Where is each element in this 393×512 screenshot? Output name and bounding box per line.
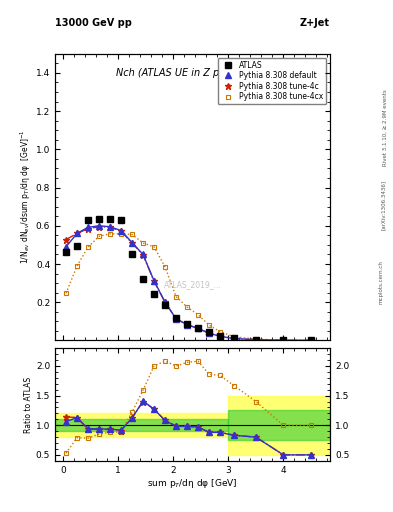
Text: ATLAS_2019_...: ATLAS_2019_... bbox=[164, 280, 221, 289]
Pythia 8.308 default bbox=[218, 333, 222, 339]
Pythia 8.308 tune-4cx bbox=[253, 336, 258, 342]
ATLAS bbox=[309, 337, 313, 344]
Pythia 8.308 tune-4cx bbox=[141, 240, 145, 246]
Line: ATLAS: ATLAS bbox=[63, 216, 314, 344]
Pythia 8.308 tune-4c bbox=[174, 315, 178, 322]
ATLAS bbox=[185, 321, 189, 327]
ATLAS bbox=[281, 337, 286, 343]
Pythia 8.308 default bbox=[152, 278, 156, 284]
Pythia 8.308 tune-4c bbox=[281, 337, 286, 344]
Pythia 8.308 tune-4cx bbox=[309, 337, 313, 344]
Pythia 8.308 tune-4cx bbox=[119, 231, 123, 237]
Pythia 8.308 default bbox=[130, 240, 134, 246]
ATLAS bbox=[97, 216, 101, 222]
Pythia 8.308 tune-4c bbox=[253, 337, 258, 343]
Y-axis label: Ratio to ATLAS: Ratio to ATLAS bbox=[24, 376, 33, 433]
Pythia 8.308 tune-4c bbox=[86, 226, 90, 232]
Pythia 8.308 tune-4cx bbox=[152, 244, 156, 250]
Text: Nch (ATLAS UE in Z production): Nch (ATLAS UE in Z production) bbox=[116, 68, 269, 78]
Pythia 8.308 tune-4cx bbox=[97, 233, 101, 240]
Pythia 8.308 tune-4c bbox=[64, 237, 68, 243]
Pythia 8.308 default bbox=[281, 337, 286, 344]
ATLAS bbox=[253, 336, 258, 343]
Pythia 8.308 tune-4c bbox=[218, 333, 222, 339]
Line: Pythia 8.308 default: Pythia 8.308 default bbox=[63, 223, 314, 343]
ATLAS bbox=[64, 249, 68, 255]
Pythia 8.308 tune-4cx bbox=[174, 293, 178, 300]
Pythia 8.308 tune-4c bbox=[75, 230, 79, 237]
ATLAS bbox=[141, 276, 145, 283]
Pythia 8.308 tune-4cx bbox=[281, 337, 286, 343]
ATLAS bbox=[119, 218, 123, 224]
Pythia 8.308 tune-4c bbox=[185, 322, 189, 328]
Pythia 8.308 tune-4c bbox=[141, 252, 145, 258]
Text: mcplots.cern.ch: mcplots.cern.ch bbox=[379, 260, 384, 304]
Line: Pythia 8.308 tune-4cx: Pythia 8.308 tune-4cx bbox=[64, 231, 313, 343]
ATLAS bbox=[207, 329, 211, 335]
Pythia 8.308 default bbox=[141, 251, 145, 258]
Pythia 8.308 default bbox=[253, 337, 258, 343]
ATLAS bbox=[86, 218, 90, 224]
Text: [arXiv:1306.3436]: [arXiv:1306.3436] bbox=[381, 180, 386, 230]
Pythia 8.308 tune-4cx bbox=[163, 264, 167, 270]
Pythia 8.308 tune-4c bbox=[108, 224, 112, 230]
Pythia 8.308 default bbox=[86, 224, 90, 230]
Pythia 8.308 tune-4c bbox=[97, 224, 101, 230]
Pythia 8.308 tune-4cx bbox=[108, 231, 112, 237]
Pythia 8.308 default bbox=[64, 244, 68, 250]
Pythia 8.308 tune-4cx bbox=[196, 312, 200, 318]
Pythia 8.308 default bbox=[309, 337, 313, 344]
ATLAS bbox=[231, 335, 236, 342]
Pythia 8.308 default bbox=[207, 330, 211, 336]
Text: Z+Jet: Z+Jet bbox=[300, 18, 330, 28]
ATLAS bbox=[152, 291, 156, 297]
Pythia 8.308 tune-4c bbox=[231, 335, 236, 342]
Pythia 8.308 tune-4c bbox=[309, 337, 313, 344]
Pythia 8.308 tune-4cx bbox=[86, 244, 90, 250]
Pythia 8.308 tune-4cx bbox=[218, 329, 222, 335]
ATLAS bbox=[130, 250, 134, 257]
ATLAS bbox=[108, 216, 112, 222]
Pythia 8.308 tune-4c bbox=[119, 228, 123, 234]
Text: Rivet 3.1.10, ≥ 2.9M events: Rivet 3.1.10, ≥ 2.9M events bbox=[383, 90, 387, 166]
Pythia 8.308 tune-4cx bbox=[75, 263, 79, 269]
Pythia 8.308 tune-4cx bbox=[207, 322, 211, 328]
Pythia 8.308 tune-4cx bbox=[64, 290, 68, 296]
Pythia 8.308 tune-4cx bbox=[185, 304, 189, 310]
Line: Pythia 8.308 tune-4c: Pythia 8.308 tune-4c bbox=[62, 223, 314, 344]
Pythia 8.308 default bbox=[75, 230, 79, 237]
ATLAS bbox=[174, 315, 178, 322]
Pythia 8.308 default bbox=[174, 316, 178, 322]
Pythia 8.308 default bbox=[97, 223, 101, 229]
Pythia 8.308 default bbox=[196, 325, 200, 331]
Legend: ATLAS, Pythia 8.308 default, Pythia 8.308 tune-4c, Pythia 8.308 tune-4cx: ATLAS, Pythia 8.308 default, Pythia 8.30… bbox=[218, 57, 326, 104]
Pythia 8.308 default bbox=[119, 227, 123, 233]
Pythia 8.308 tune-4c bbox=[163, 299, 167, 305]
X-axis label: sum p$_T$/dη dφ [GeV]: sum p$_T$/dη dφ [GeV] bbox=[147, 477, 238, 490]
Pythia 8.308 default bbox=[185, 322, 189, 328]
Pythia 8.308 tune-4c bbox=[130, 240, 134, 246]
Pythia 8.308 tune-4cx bbox=[231, 334, 236, 340]
ATLAS bbox=[163, 302, 167, 308]
ATLAS bbox=[75, 243, 79, 249]
Pythia 8.308 tune-4c bbox=[196, 325, 200, 331]
Pythia 8.308 default bbox=[231, 335, 236, 342]
Pythia 8.308 default bbox=[108, 224, 112, 230]
ATLAS bbox=[196, 325, 200, 331]
Pythia 8.308 default bbox=[163, 299, 167, 305]
Y-axis label: 1/N$_{ev}$ dN$_{ev}$/dsum p$_T$/dη dφ  [GeV]$^{-1}$: 1/N$_{ev}$ dN$_{ev}$/dsum p$_T$/dη dφ [G… bbox=[18, 130, 33, 265]
Pythia 8.308 tune-4c bbox=[207, 330, 211, 336]
ATLAS bbox=[218, 333, 222, 339]
Pythia 8.308 tune-4c bbox=[152, 278, 156, 284]
Pythia 8.308 tune-4cx bbox=[130, 231, 134, 238]
Text: 13000 GeV pp: 13000 GeV pp bbox=[55, 18, 132, 28]
